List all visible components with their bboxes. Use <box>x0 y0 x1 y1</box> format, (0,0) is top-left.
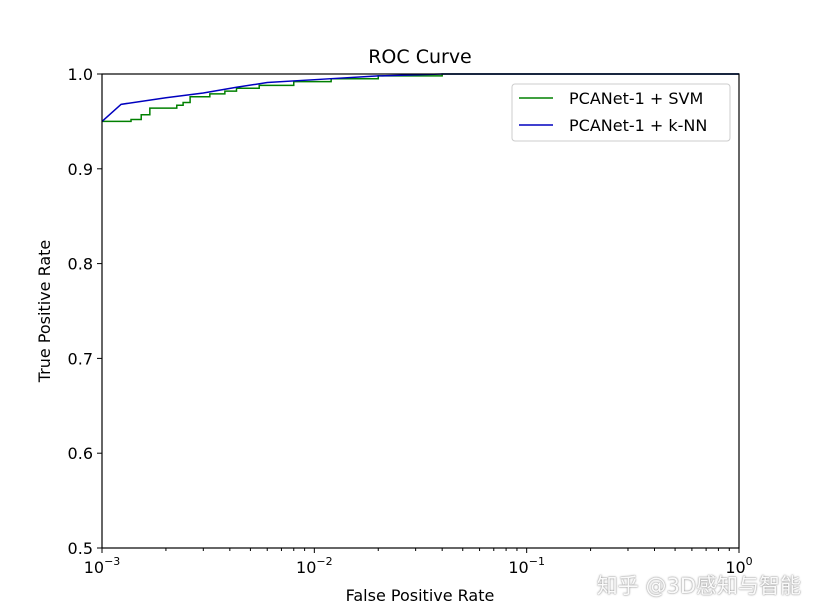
y-tick-label: 0.6 <box>68 444 93 463</box>
x-tick-label: 10−1 <box>508 555 545 577</box>
x-axis-label: False Positive Rate <box>346 586 495 605</box>
legend-label-knn: PCANet-1 + k-NN <box>569 116 707 135</box>
legend: PCANet-1 + SVM PCANet-1 + k-NN <box>511 83 731 142</box>
chart-title: ROC Curve <box>368 46 472 68</box>
plot-frame <box>101 73 740 549</box>
y-axis-label: True Positive Rate <box>35 240 54 384</box>
watermark: 知乎 @3D感知与智能 <box>596 574 801 598</box>
x-tick-label: 10−2 <box>296 555 333 577</box>
series-line-knn <box>101 73 739 122</box>
legend-box <box>511 83 731 142</box>
y-tick-label: 0.9 <box>68 160 93 179</box>
x-tick-label: 10−3 <box>84 555 121 577</box>
y-tick-label: 0.8 <box>68 255 93 274</box>
x-tick-label: 100 <box>725 555 752 577</box>
y-tick-label: 1.0 <box>68 65 93 84</box>
y-tick-label: 0.5 <box>68 539 93 558</box>
y-tick-label: 0.7 <box>68 349 93 368</box>
legend-label-svm: PCANet-1 + SVM <box>569 89 703 108</box>
